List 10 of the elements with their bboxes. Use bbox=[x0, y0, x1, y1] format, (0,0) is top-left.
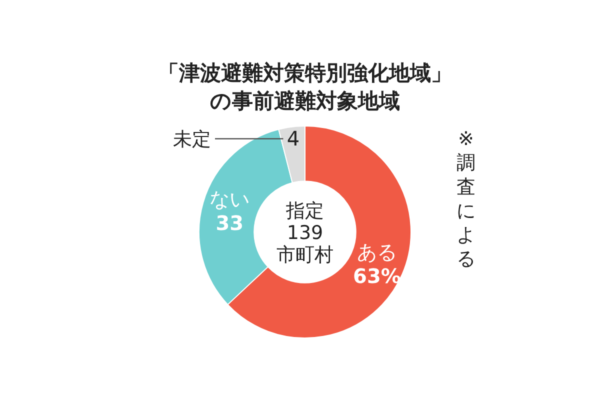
text: ※調査による bbox=[456, 128, 476, 270]
slice-label: ない bbox=[210, 187, 250, 212]
data-label: 63% bbox=[353, 264, 401, 288]
slice-label: ある bbox=[356, 240, 397, 264]
data-label: 33 bbox=[216, 211, 244, 236]
slice-label: 未定 bbox=[173, 128, 211, 151]
chart-subtitle: の事前避難対象地域 bbox=[210, 89, 400, 113]
chart-title: 「津波避難対策特別強化地域」 bbox=[158, 61, 452, 85]
data-label: 4 bbox=[286, 126, 300, 151]
text: 指定 139 市町村 bbox=[276, 200, 334, 266]
